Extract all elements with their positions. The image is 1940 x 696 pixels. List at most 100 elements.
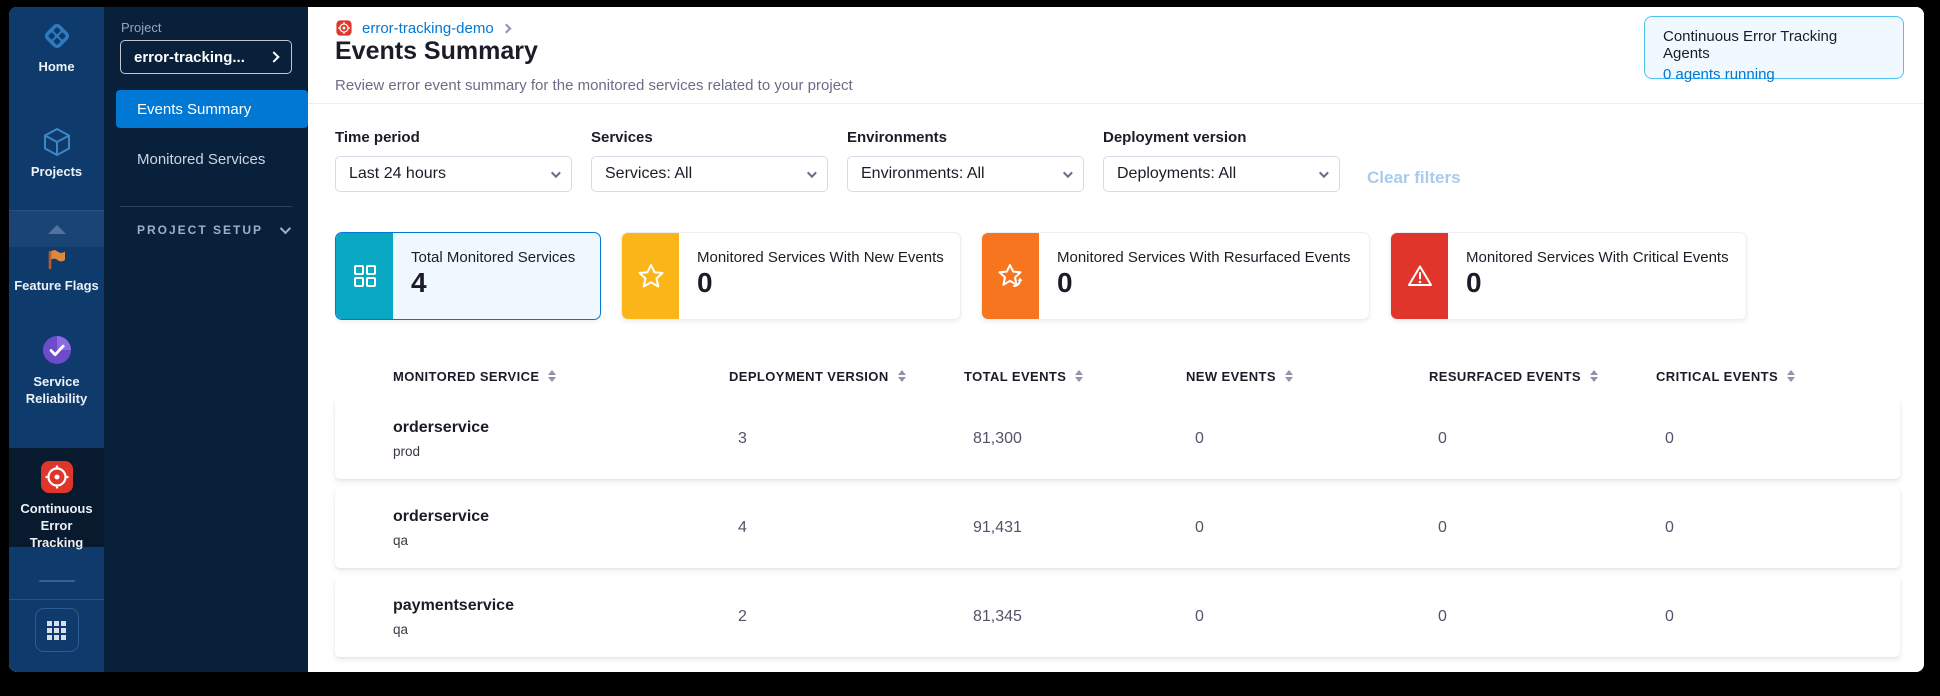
- project-panel: Project error-tracking... Events Summary…: [104, 7, 308, 672]
- column-header-resurfaced-events[interactable]: RESURFACED EVENTS: [1429, 369, 1656, 384]
- grid-icon: [47, 620, 66, 640]
- sort-icon: [548, 370, 557, 382]
- chevron-down-icon: [1318, 167, 1329, 178]
- environments-label: Environments: [847, 129, 948, 146]
- breadcrumb-project-icon: [335, 19, 353, 37]
- critical-events-value: 0: [1665, 429, 1674, 447]
- card-new-events[interactable]: Monitored Services With New Events 0: [621, 232, 961, 320]
- section-label: PROJECT SETUP: [137, 223, 264, 237]
- star-resurfaced-icon: [982, 233, 1039, 319]
- module-selector-button[interactable]: [34, 608, 79, 652]
- total-events-value: 81,345: [973, 607, 1022, 625]
- environments-select[interactable]: Environments: All: [847, 156, 1084, 192]
- time-period-select[interactable]: Last 24 hours: [335, 156, 572, 192]
- sidebar-item-label: Feature Flags: [14, 278, 99, 293]
- service-name: orderservice: [393, 507, 490, 525]
- sidebar-item-service-reliability[interactable]: Service Reliability: [9, 331, 104, 408]
- panel-divider: [120, 206, 292, 207]
- time-period-label: Time period: [335, 129, 420, 146]
- card-value: 4: [411, 267, 427, 298]
- card-value: 0: [1466, 267, 1482, 298]
- continuous-error-tracking-icon: [9, 458, 104, 496]
- time-period-value: Last 24 hours: [349, 165, 446, 182]
- card-critical-events[interactable]: Monitored Services With Critical Events …: [1390, 232, 1747, 320]
- agents-running-link[interactable]: 0 agents running: [1663, 66, 1775, 83]
- panel-item-monitored-services[interactable]: Monitored Services: [116, 140, 308, 178]
- card-label: Monitored Services With New Events: [697, 249, 944, 266]
- sidebar-item-label: Home: [38, 59, 75, 74]
- projects-cube-icon: [9, 125, 104, 159]
- summary-cards: Total Monitored Services 4 Monitored Ser…: [335, 232, 1747, 320]
- agents-status-card: Continuous Error Tracking Agents 0 agent…: [1644, 16, 1904, 83]
- sort-icon: [1075, 370, 1084, 382]
- agents-card-title: Continuous Error Tracking Agents: [1663, 28, 1838, 62]
- deployment-version-label: Deployment version: [1103, 129, 1247, 146]
- column-header-critical-events[interactable]: CRITICAL EVENTS: [1656, 369, 1900, 384]
- panel-item-events-summary[interactable]: Events Summary: [116, 90, 308, 128]
- page-title: Events Summary: [335, 37, 538, 65]
- page-subtitle: Review error event summary for the monit…: [335, 77, 853, 94]
- services-label: Services: [591, 129, 653, 146]
- module-rail: Home Projects Feature Flags: [9, 7, 104, 672]
- module-scroll-up-button[interactable]: [9, 210, 104, 247]
- sidebar-item-label: Projects: [30, 164, 83, 179]
- table-row[interactable]: paymentservice qa 2 81,345 0 0 0: [335, 576, 1900, 657]
- sidebar-item-projects[interactable]: Projects: [9, 125, 104, 181]
- sidebar-item-label: Continuous Error Tracking: [20, 501, 93, 550]
- deployments-select[interactable]: Deployments: All: [1103, 156, 1340, 192]
- services-value: Services: All: [605, 165, 693, 182]
- new-events-value: 0: [1195, 607, 1204, 625]
- project-selector-value: error-tracking...: [134, 48, 245, 66]
- chevron-down-icon: [806, 167, 817, 178]
- sidebar-item-feature-flags[interactable]: Feature Flags: [9, 243, 104, 295]
- service-environment: qa: [393, 621, 409, 637]
- sidebar-item-home[interactable]: Home: [9, 18, 104, 76]
- sidebar-item-continuous-error-tracking[interactable]: Continuous Error Tracking: [9, 458, 104, 552]
- table-row[interactable]: orderservice qa 4 91,431 0 0 0: [335, 487, 1900, 568]
- card-label: Monitored Services With Critical Events: [1466, 249, 1729, 266]
- environments-value: Environments: All: [861, 165, 985, 182]
- rail-separator: [9, 599, 104, 600]
- main-content: error-tracking-demo Events Summary Revie…: [308, 7, 1924, 672]
- card-resurfaced-events[interactable]: Monitored Services With Resurfaced Event…: [981, 232, 1370, 320]
- deployment-version-value: 4: [738, 518, 747, 536]
- sort-icon: [1284, 370, 1293, 382]
- card-total-monitored-services[interactable]: Total Monitored Services 4: [335, 232, 601, 320]
- panel-item-label: Monitored Services: [137, 150, 266, 168]
- project-selector[interactable]: error-tracking...: [120, 40, 292, 74]
- new-events-value: 0: [1195, 429, 1204, 447]
- card-value: 0: [1057, 267, 1073, 298]
- deployment-version-value: 2: [738, 607, 747, 625]
- table-header-row: MONITORED SERVICE DEPLOYMENT VERSION TOT…: [335, 358, 1900, 394]
- services-select[interactable]: Services: All: [591, 156, 828, 192]
- sort-icon: [1590, 370, 1598, 382]
- home-icon: [9, 18, 104, 54]
- clear-filters-button[interactable]: Clear filters: [1367, 168, 1461, 187]
- feature-flags-icon: [9, 243, 104, 273]
- sort-icon: [897, 370, 906, 382]
- breadcrumb-link[interactable]: error-tracking-demo: [362, 19, 494, 37]
- column-header-deployment-version[interactable]: DEPLOYMENT VERSION: [729, 369, 964, 384]
- table-row[interactable]: orderservice prod 3 81,300 0 0 0: [335, 398, 1900, 479]
- deployments-value: Deployments: All: [1117, 165, 1237, 182]
- card-value: 0: [697, 267, 713, 298]
- sidebar-item-label: Service Reliability: [25, 374, 88, 406]
- chevron-right-icon: [268, 51, 280, 63]
- service-name: paymentservice: [393, 596, 514, 614]
- deployment-version-value: 3: [738, 429, 747, 447]
- warning-icon: [1391, 233, 1448, 319]
- app-window: Home Projects Feature Flags: [9, 7, 1924, 672]
- chevron-down-icon: [550, 167, 561, 178]
- breadcrumb: error-tracking-demo: [335, 19, 512, 37]
- column-header-new-events[interactable]: NEW EVENTS: [1186, 369, 1429, 384]
- total-events-value: 91,431: [973, 518, 1022, 536]
- resurfaced-events-value: 0: [1438, 607, 1447, 625]
- column-header-total-events[interactable]: TOTAL EVENTS: [964, 369, 1186, 384]
- total-events-value: 81,300: [973, 429, 1022, 447]
- events-table: MONITORED SERVICE DEPLOYMENT VERSION TOT…: [335, 358, 1900, 665]
- resurfaced-events-value: 0: [1438, 518, 1447, 536]
- project-setup-section-toggle[interactable]: PROJECT SETUP: [137, 222, 292, 237]
- card-label: Monitored Services With Resurfaced Event…: [1057, 249, 1351, 266]
- service-environment: qa: [393, 532, 409, 548]
- column-header-monitored-service[interactable]: MONITORED SERVICE: [393, 369, 729, 384]
